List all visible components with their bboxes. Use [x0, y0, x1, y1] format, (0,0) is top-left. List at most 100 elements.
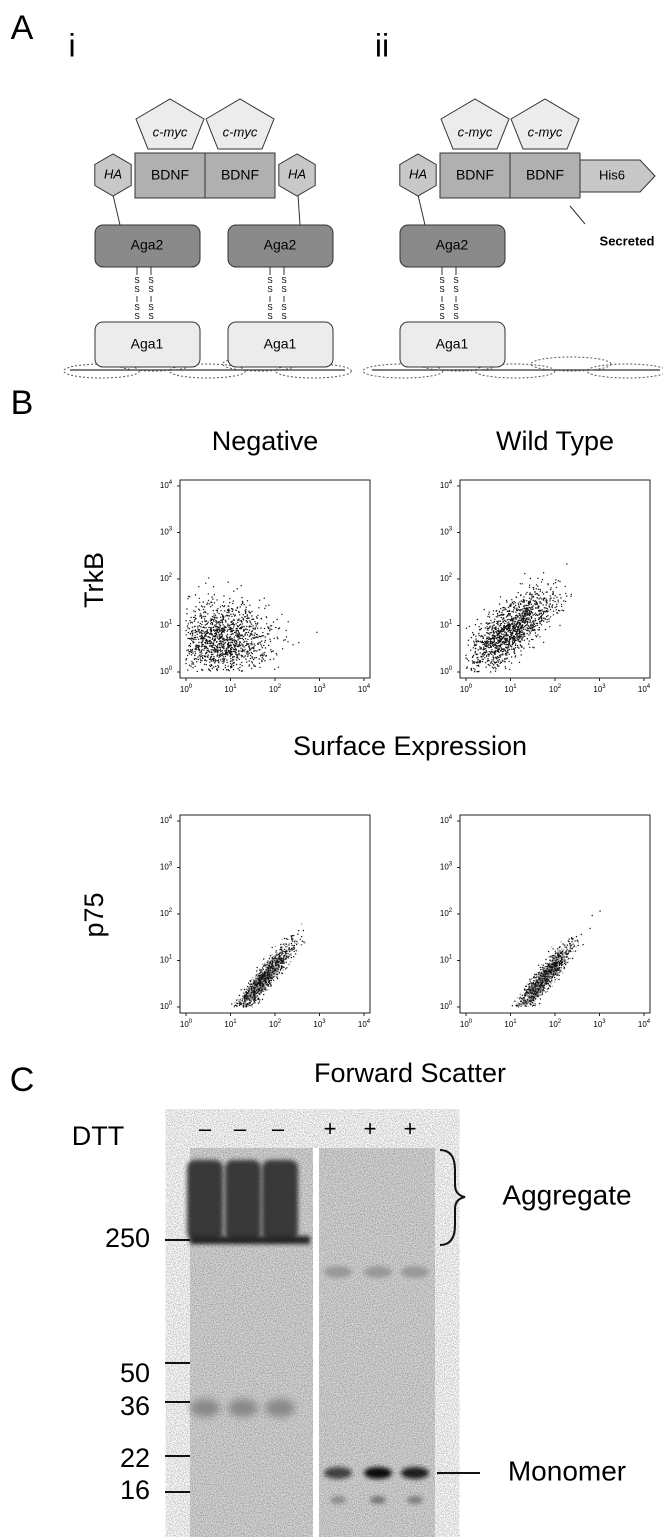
event-dot [518, 606, 519, 607]
event-dot [249, 660, 250, 661]
event-dot [274, 669, 275, 670]
event-dot [272, 957, 273, 958]
event-dot [291, 957, 292, 958]
event-dot [227, 623, 228, 624]
event-dot [258, 982, 259, 983]
event-dot [233, 639, 234, 640]
event-dot [475, 651, 476, 652]
event-dot [512, 602, 513, 603]
event-dot [217, 649, 218, 650]
event-dot [203, 616, 204, 617]
event-dot [208, 622, 209, 623]
event-dot [529, 587, 530, 588]
event-dot [543, 620, 544, 621]
event-dot [516, 640, 517, 641]
event-dot [498, 640, 499, 641]
event-dot [528, 643, 529, 644]
event-dot [495, 631, 496, 632]
connector [113, 195, 120, 225]
event-dot [552, 948, 553, 949]
event-dot [264, 628, 265, 629]
event-dot [534, 614, 535, 615]
tick-exp: 2 [278, 684, 282, 690]
event-dot [192, 638, 193, 639]
event-dot [221, 643, 222, 644]
event-dot [206, 604, 207, 605]
event-dot [236, 1005, 237, 1006]
event-dot [495, 650, 496, 651]
event-dot [497, 649, 498, 650]
event-dot [288, 964, 289, 965]
event-dot [264, 642, 265, 643]
event-dot [494, 641, 495, 642]
event-dot [304, 943, 305, 944]
tick-exp: 1 [513, 1019, 517, 1025]
event-dot [518, 619, 519, 620]
event-dot [536, 979, 537, 980]
event-dot [550, 587, 551, 588]
event-dot [467, 666, 468, 667]
event-dot [223, 669, 224, 670]
event-dot [267, 626, 268, 627]
tick-exp: 1 [169, 954, 173, 960]
event-dot [506, 654, 507, 655]
event-dot [509, 638, 510, 639]
event-dot [291, 936, 292, 937]
event-dot [494, 638, 495, 639]
event-dot [301, 936, 302, 937]
event-dot [187, 638, 188, 639]
event-dot [238, 1001, 239, 1002]
event-dot [482, 649, 483, 650]
event-dot [553, 598, 554, 599]
event-dot [240, 998, 241, 999]
event-dot [259, 977, 260, 978]
event-dot [526, 633, 527, 634]
event-dot [192, 653, 193, 654]
event-dot [217, 610, 218, 611]
event-dot [545, 600, 546, 601]
event-dot [524, 610, 525, 611]
event-dot [191, 622, 192, 623]
event-dot [276, 954, 277, 955]
event-dot [228, 612, 229, 613]
y-tick-label: 102 [440, 908, 453, 919]
event-dot [482, 641, 483, 642]
event-dot [481, 656, 482, 657]
event-dot [485, 662, 486, 663]
event-dot [543, 593, 544, 594]
label: S [134, 303, 139, 312]
event-dot [513, 621, 514, 622]
event-dot [241, 627, 242, 628]
event-dot [482, 655, 483, 656]
event-dot [499, 635, 500, 636]
event-dot [500, 644, 501, 645]
event-dot [226, 649, 227, 650]
event-dot [465, 657, 466, 658]
event-dot [255, 978, 256, 979]
event-dot [251, 615, 252, 616]
tick-exp: 0 [189, 1019, 193, 1025]
event-dot [237, 998, 238, 999]
event-dot [254, 629, 255, 630]
event-dot [213, 659, 214, 660]
event-dot [260, 642, 261, 643]
event-dot [202, 657, 203, 658]
event-dot [537, 634, 538, 635]
event-dot [541, 964, 542, 965]
tick-exp: 4 [449, 480, 453, 486]
event-dot [216, 655, 217, 656]
event-dot [301, 944, 302, 945]
event-dot [497, 616, 498, 617]
event-dot [479, 660, 480, 661]
event-dot [204, 620, 205, 621]
event-dot [239, 667, 240, 668]
event-dot [227, 625, 228, 626]
event-dot [277, 638, 278, 639]
event-dot [230, 636, 231, 637]
event-dot [554, 601, 555, 602]
event-dot [488, 655, 489, 656]
event-dot [532, 608, 533, 609]
event-dot [535, 632, 536, 633]
event-dot [544, 966, 545, 967]
event-dot [512, 641, 513, 642]
